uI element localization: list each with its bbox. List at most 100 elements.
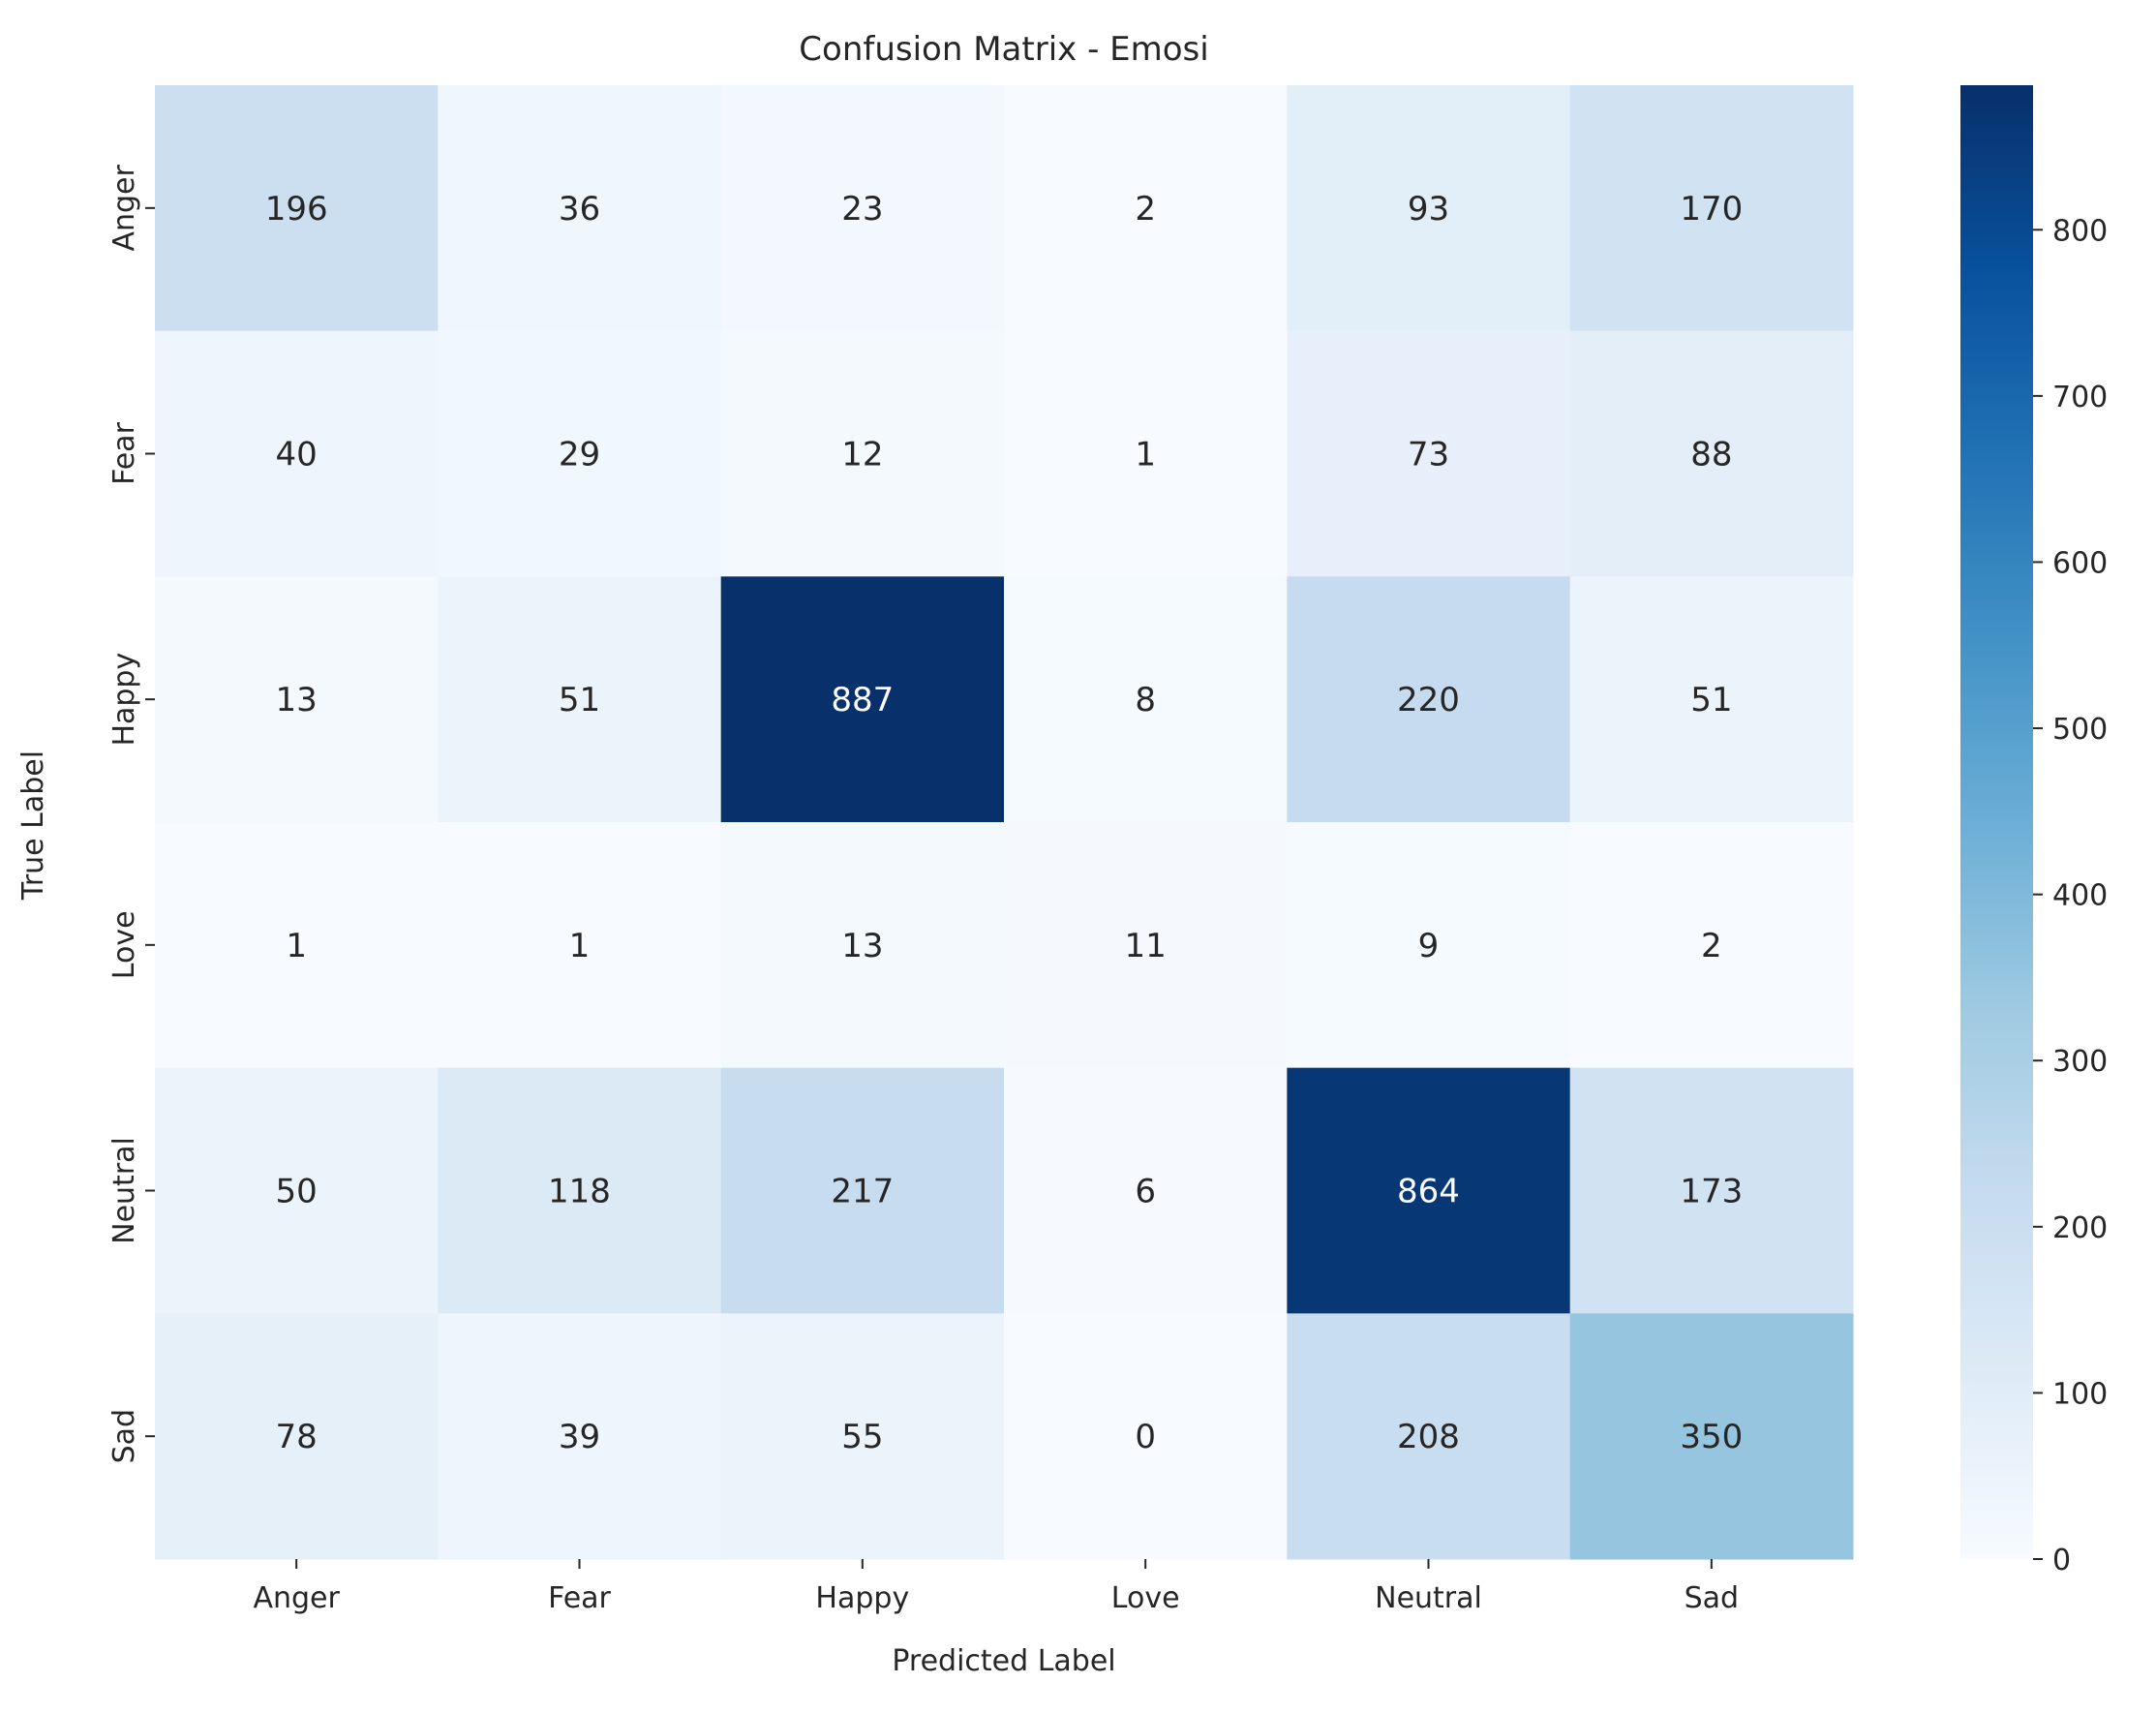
cell-value-label: 864 [1397,1173,1460,1211]
heatmap-cell [1004,1313,1288,1560]
cell-value-label: 12 [841,436,883,474]
y-tick-label: Love [107,910,141,979]
cell-value-label: 55 [841,1418,883,1456]
heatmap-cell [1569,576,1854,823]
heatmap-cell [720,85,1005,332]
x-tick-label: Happy [815,1581,909,1615]
cell-value-label: 217 [831,1173,894,1211]
colorbar-tick-label: 600 [2052,546,2108,580]
colorbar-tick-label: 500 [2052,713,2108,747]
cell-value-label: 350 [1680,1418,1743,1456]
heatmap-cell [1004,330,1288,577]
x-tick-label: Anger [253,1581,340,1615]
heatmap-cell [1287,330,1571,577]
heatmap-cell [1569,330,1854,577]
heatmap-cell [720,1313,1005,1560]
y-axis: Anger Fear Happy Love Neutral Sad [107,164,155,1463]
cell-value-label: 0 [1135,1418,1156,1456]
heatmap-cell [438,330,722,577]
heatmap-cell [1287,1313,1571,1560]
cell-value-label: 73 [1408,436,1449,474]
y-tick-label: Happy [107,653,141,747]
colorbar-ticks: 0 100 200 300 400 500 600 700 800 [2033,214,2108,1577]
x-tick-label: Fear [548,1581,611,1615]
cell-value-label: 39 [559,1418,600,1456]
y-tick-label: Anger [107,164,141,251]
heatmap-cell [155,330,439,577]
heatmap-cell [438,822,722,1069]
x-axis: Anger Fear Happy Love Neutral Sad [253,1559,1739,1615]
cell-value-label: 173 [1680,1173,1743,1211]
heatmap-cell [1287,1067,1571,1314]
heatmap-cells [155,85,1854,1560]
cell-value-label: 1 [1135,436,1156,474]
cell-value-label: 118 [548,1173,611,1211]
cell-value-label: 2 [1701,927,1722,965]
cell-value-label: 2 [1135,190,1156,229]
colorbar [1960,85,2033,1559]
chart-title: Confusion Matrix - Emosi [799,30,1208,69]
heatmap-cell [1004,822,1288,1069]
cell-value-label: 220 [1397,681,1460,719]
heatmap-cell [1569,822,1854,1069]
heatmap-cell [720,330,1005,577]
y-tick-label: Neutral [107,1137,141,1244]
y-tick-label: Sad [107,1409,141,1463]
cell-value-label: 11 [1125,927,1167,965]
heatmap-cell [1287,85,1571,332]
cell-value-label: 13 [276,681,318,719]
colorbar-tick-label: 300 [2052,1045,2108,1079]
colorbar-tick-label: 800 [2052,214,2108,248]
cell-value-label: 23 [841,190,883,229]
heatmap-cell [1004,576,1288,823]
cell-value-label: 51 [559,681,600,719]
colorbar-tick-label: 700 [2052,381,2108,414]
cell-value-label: 50 [276,1173,318,1211]
heatmap-cell [155,1067,439,1314]
x-tick-label: Sad [1685,1581,1739,1615]
cell-value-label: 93 [1408,190,1449,229]
colorbar-tick-label: 0 [2052,1544,2071,1577]
cell-value-label: 1 [286,927,307,965]
cell-value-label: 51 [1690,681,1732,719]
cell-value-label: 208 [1397,1418,1460,1456]
heatmap-cell [720,1067,1005,1314]
heatmap-cell [720,822,1005,1069]
cell-value-label: 8 [1135,681,1156,719]
heatmap-cell [438,1067,722,1314]
colorbar-tick-label: 400 [2052,879,2108,913]
heatmap-cell [155,85,439,332]
cell-value-label: 40 [276,436,318,474]
cell-value-label: 36 [559,190,600,229]
heatmap-cell [438,85,722,332]
cell-value-label: 88 [1690,436,1732,474]
cell-value-label: 887 [831,681,894,719]
y-axis-label: True Label [16,750,50,901]
heatmap-cell [155,822,439,1069]
colorbar-tick-label: 200 [2052,1211,2108,1245]
heatmap-cell [1569,1313,1854,1560]
cell-value-label: 29 [559,436,600,474]
cell-value-label: 196 [265,190,328,229]
heatmap-cell [1569,85,1854,332]
heatmap-cell [720,576,1005,823]
heatmap-cell [438,576,722,823]
y-tick-label: Fear [107,421,141,484]
heatmap-cell [155,1313,439,1560]
x-axis-label: Predicted Label [892,1644,1115,1678]
cell-value-label: 170 [1680,190,1743,229]
cell-value-label: 1 [569,927,591,965]
cell-value-label: 78 [276,1418,318,1456]
heatmap-cell [1569,1067,1854,1314]
x-tick-label: Neutral [1375,1581,1482,1615]
colorbar-tick-label: 100 [2052,1377,2108,1411]
heatmap-cell [155,576,439,823]
cell-value-label: 13 [841,927,883,965]
heatmap-cell [438,1313,722,1560]
heatmap-cell [1004,1067,1288,1314]
heatmap-cell [1287,822,1571,1069]
x-tick-label: Love [1111,1581,1180,1615]
